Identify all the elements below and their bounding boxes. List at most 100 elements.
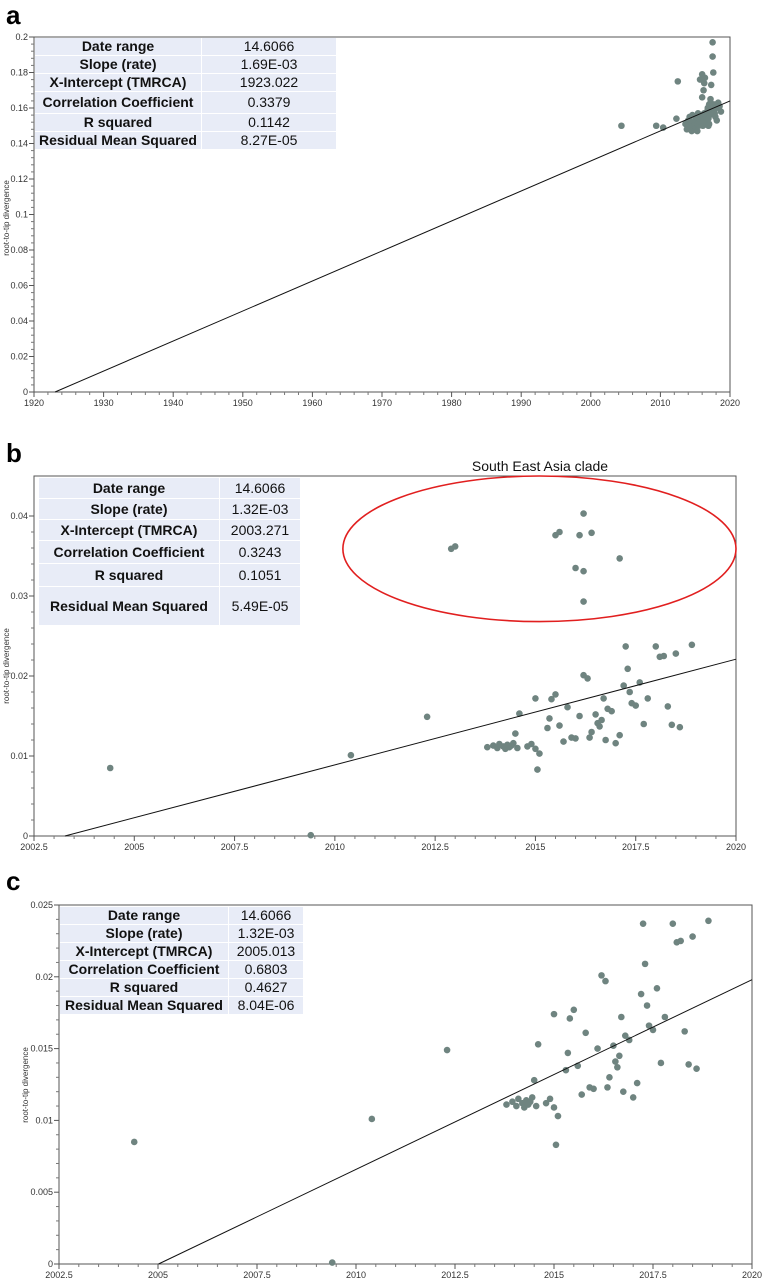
x-tick-label: 1950 — [233, 398, 253, 408]
y-tick-label: 0.02 — [10, 671, 28, 681]
data-point — [614, 1063, 621, 1071]
data-point — [564, 1049, 572, 1057]
data-point — [536, 750, 543, 757]
data-point — [532, 1102, 540, 1110]
data-point — [572, 735, 579, 742]
plot-frame — [33, 475, 737, 837]
data-point — [705, 917, 712, 925]
y-tick-label: 0.02 — [10, 352, 28, 362]
y-tick-label: 0.03 — [10, 591, 28, 601]
stats-row: Correlation Coefficient 0.6803 — [60, 961, 303, 978]
data-point — [328, 1259, 336, 1266]
data-point — [660, 652, 668, 660]
data-point — [503, 1101, 510, 1108]
stats-key: Slope (rate) — [39, 499, 219, 519]
x-tick-label: 2020 — [726, 842, 746, 852]
data-point — [637, 990, 645, 998]
y-axis-label: root-to-tip divergence — [2, 180, 11, 256]
data-point — [534, 766, 541, 773]
stats-row: R squared 0.4627 — [60, 979, 303, 996]
data-point — [544, 724, 551, 732]
data-point — [576, 712, 583, 720]
y-tick-label: 0.01 — [10, 751, 28, 761]
data-point — [624, 665, 631, 673]
stats-value: 0.3379 — [202, 92, 336, 113]
stats-key: Slope (rate) — [35, 56, 201, 73]
stats-value: 1923.022 — [202, 74, 336, 91]
data-point — [645, 1022, 653, 1029]
stats-row: X-Intercept (TMRCA) 1923.022 — [35, 74, 336, 91]
data-point — [509, 1098, 516, 1106]
data-point — [550, 1104, 558, 1111]
data-point — [625, 1036, 633, 1044]
stats-table-a: Date range 14.6066 Slope (rate) 1.69E-03 X… — [34, 37, 337, 150]
x-tick-label: 2017.5 — [622, 842, 650, 852]
y-tick-label: 0.12 — [10, 174, 28, 184]
data-point — [451, 543, 459, 550]
y-tick-label: 0.015 — [30, 1044, 53, 1054]
stats-row: R squared 0.1051 — [39, 564, 300, 586]
data-point — [608, 707, 615, 715]
stats-row: Date range 14.6066 — [60, 907, 303, 924]
data-point — [612, 739, 619, 747]
stats-key: Correlation Coefficient — [35, 92, 201, 113]
data-point — [700, 86, 707, 94]
stats-value: 2003.271 — [220, 520, 300, 540]
data-point — [688, 641, 696, 649]
plot-frame — [58, 904, 753, 1265]
data-point — [532, 745, 539, 753]
data-point — [514, 744, 521, 752]
y-tick-label: 0.18 — [10, 68, 28, 78]
data-point — [620, 1088, 627, 1095]
x-tick-label: 2005 — [148, 1270, 168, 1280]
y-axis-label: root-to-tip divergence — [21, 1047, 30, 1123]
data-point — [681, 1028, 688, 1035]
stats-key: Residual Mean Squared — [39, 587, 219, 625]
x-tick-label: 2020 — [742, 1270, 762, 1280]
x-tick-label: 2007.5 — [221, 842, 249, 852]
stats-row: Slope (rate) 1.69E-03 — [35, 56, 336, 73]
stats-key: Residual Mean Squared — [60, 997, 228, 1014]
data-point — [532, 695, 539, 702]
data-point — [689, 933, 696, 940]
stats-value: 8.27E-05 — [202, 132, 336, 149]
stats-row: Residual Mean Squared 8.04E-06 — [60, 997, 303, 1014]
data-point — [709, 39, 716, 46]
data-point — [664, 703, 672, 710]
data-point — [622, 643, 629, 650]
y-tick-label: 0.025 — [30, 900, 53, 910]
data-point — [578, 1091, 586, 1098]
stats-value: 14.6066 — [220, 478, 300, 498]
data-point — [618, 122, 625, 130]
data-point — [130, 1138, 138, 1146]
clade-ellipse — [342, 475, 737, 623]
y-tick-label: 0.04 — [10, 316, 28, 326]
data-point — [582, 1029, 589, 1037]
x-tick-label: 2010 — [346, 1270, 366, 1280]
x-tick-label: 2012.5 — [421, 842, 449, 852]
stats-value: 0.1142 — [202, 114, 336, 131]
y-tick-label: 0.06 — [10, 281, 28, 291]
y-tick-label: 0.01 — [35, 1115, 53, 1125]
data-point — [307, 831, 315, 839]
data-point — [423, 713, 431, 721]
data-point — [546, 1095, 554, 1103]
data-point — [652, 122, 660, 130]
stats-value: 1.32E-03 — [229, 925, 303, 942]
data-point — [640, 720, 648, 728]
data-point — [586, 734, 593, 741]
data-point — [560, 738, 567, 745]
stats-row: Slope (rate) 1.32E-03 — [60, 925, 303, 942]
stats-key: X-Intercept (TMRCA) — [60, 943, 228, 960]
data-point — [600, 695, 607, 702]
data-point — [596, 723, 603, 730]
regression-line — [64, 658, 737, 837]
stats-key: Correlation Coefficient — [39, 541, 219, 563]
stats-value: 14.6066 — [202, 38, 336, 55]
data-point — [652, 643, 660, 650]
panel-label-a: a — [6, 0, 21, 30]
stats-key: Slope (rate) — [60, 925, 228, 942]
data-point — [556, 528, 563, 536]
stats-value: 1.69E-03 — [202, 56, 336, 73]
x-tick-label: 2002.5 — [20, 842, 48, 852]
